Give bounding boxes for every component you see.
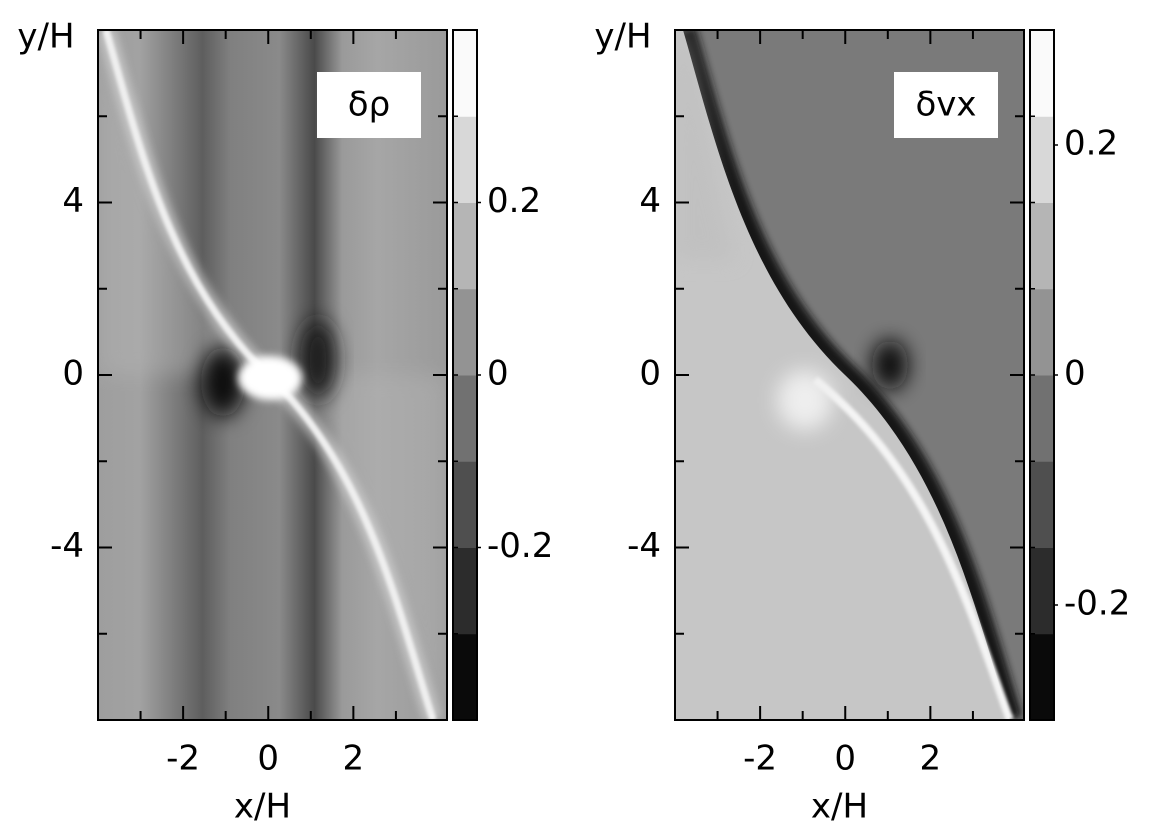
colorbar-tick-label: -0.2 bbox=[1064, 584, 1130, 624]
colorbar-tick-label: 0 bbox=[1064, 354, 1086, 394]
y-tick-label: -4 bbox=[50, 526, 84, 566]
colorbar-tick-label: 0.2 bbox=[487, 181, 541, 221]
title-box bbox=[894, 72, 998, 138]
y-tick-label: 0 bbox=[62, 354, 84, 394]
x-tick-label: 0 bbox=[834, 739, 856, 779]
x-tick-label: -2 bbox=[743, 739, 777, 779]
colorbar-band bbox=[1030, 116, 1054, 203]
colorbar-band bbox=[453, 461, 477, 548]
colorbar-band bbox=[453, 30, 477, 117]
x-axis-label: x/H bbox=[234, 787, 291, 827]
colorbar-band bbox=[453, 202, 477, 290]
x-tick-label: -2 bbox=[166, 739, 200, 779]
y-tick-label: 4 bbox=[639, 181, 661, 221]
colorbar-band bbox=[453, 547, 477, 635]
colorbar-band bbox=[453, 375, 477, 462]
panel-title: δρ bbox=[348, 85, 390, 125]
colorbar-band bbox=[1030, 375, 1054, 462]
colorbar-band bbox=[1030, 202, 1054, 290]
colorbar-band bbox=[453, 288, 477, 376]
y-axis-label: y/H bbox=[17, 17, 74, 57]
colorbar-band bbox=[1030, 30, 1054, 117]
colorbar-band bbox=[1030, 288, 1054, 376]
colorbar-tick-label: 0.2 bbox=[1064, 124, 1118, 164]
y-axis-label: y/H bbox=[594, 17, 651, 57]
title-box bbox=[317, 72, 421, 138]
colorbar-tick-label: -0.2 bbox=[487, 526, 553, 566]
velocity-field bbox=[675, 30, 1024, 720]
colorbar-band bbox=[1030, 547, 1054, 635]
colorbar-band bbox=[453, 116, 477, 203]
x-tick-label: 0 bbox=[257, 739, 279, 779]
colorbar-band bbox=[1030, 633, 1054, 721]
y-tick-label: -4 bbox=[627, 526, 661, 566]
colorbar-tick-label: 0 bbox=[487, 354, 509, 394]
density-field bbox=[98, 30, 447, 720]
x-axis-label: x/H bbox=[811, 787, 868, 827]
colorbar-band bbox=[1030, 461, 1054, 548]
y-tick-label: 0 bbox=[639, 354, 661, 394]
colorbar-band bbox=[453, 633, 477, 721]
panel-title: δvx bbox=[915, 85, 976, 125]
x-tick-label: 2 bbox=[343, 739, 365, 779]
y-tick-label: 4 bbox=[62, 181, 84, 221]
x-tick-label: 2 bbox=[920, 739, 942, 779]
